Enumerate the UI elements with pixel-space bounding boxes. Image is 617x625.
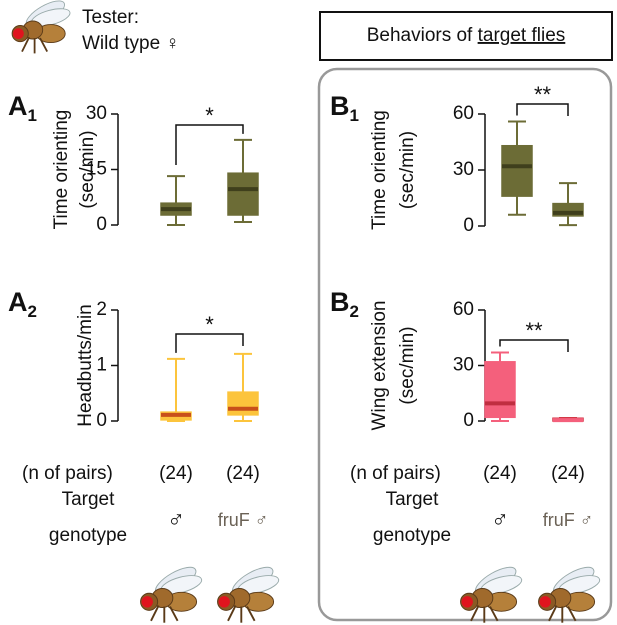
n-value: (24)	[159, 463, 193, 484]
fly-icon	[140, 566, 203, 623]
fly-leg	[567, 606, 577, 622]
genotype: fruF ♂	[218, 510, 269, 530]
n-value: (24)	[551, 463, 585, 484]
y-tick-label: 30	[86, 103, 107, 124]
fly-leg	[548, 605, 558, 622]
target-label: genotype	[49, 525, 127, 546]
panel-subscript: 2	[28, 302, 37, 321]
y-tick-label: 0	[463, 410, 474, 431]
y-tick-label: 60	[453, 299, 474, 320]
box	[501, 144, 533, 197]
significance: *	[205, 312, 214, 337]
right-panel-frame	[317, 67, 613, 622]
fly-leg	[21, 36, 31, 53]
right-title: Behaviors of target flies	[367, 25, 566, 46]
y-tick-label: 15	[86, 159, 107, 180]
fly-eye	[539, 596, 551, 608]
panel-label: A1	[8, 91, 37, 125]
y-tick-label: 60	[453, 103, 474, 124]
significance: *	[205, 103, 214, 128]
genotype: fruF ♂	[543, 510, 594, 530]
panel-letter: A	[8, 287, 28, 317]
panel-label: B2	[330, 287, 359, 321]
title-box	[319, 11, 613, 61]
genotype: ♂	[491, 506, 509, 533]
n-label: (n of pairs)	[350, 463, 441, 484]
box	[484, 361, 516, 419]
panel-subscript: 1	[28, 106, 37, 125]
fly-icon	[538, 566, 601, 623]
significance-bracket	[175, 333, 244, 353]
tester-genotype: Wild type ♀	[82, 33, 180, 54]
y-tick-label: 0	[96, 410, 107, 431]
y-tick-label: 2	[96, 299, 107, 320]
fly-leg	[150, 605, 160, 622]
fly-leg	[246, 606, 256, 622]
genotype: ♂	[167, 506, 185, 533]
box	[227, 172, 259, 216]
panel-label: A2	[8, 287, 37, 321]
y-axis-label: (sec/min)	[397, 326, 418, 404]
significance-bracket	[516, 103, 569, 116]
target-label: Target	[386, 489, 440, 510]
y-axis-label: Wing extension	[369, 301, 390, 431]
significance-bracket	[499, 339, 569, 352]
fly-leg	[489, 606, 499, 622]
y-axis-label: (sec/min)	[397, 131, 418, 209]
fly-eye	[12, 28, 24, 39]
tester-label: Tester:	[82, 7, 139, 28]
fly-eye	[218, 596, 230, 608]
target-label: genotype	[373, 525, 451, 546]
fly-eye	[461, 596, 473, 608]
significance: **	[534, 82, 552, 107]
n-label: (n of pairs)	[22, 463, 113, 484]
y-axis-label: (sec/min)	[77, 130, 98, 208]
target-label: Target	[62, 489, 116, 510]
y-tick-label: 0	[463, 215, 474, 236]
fly-icon	[217, 566, 280, 623]
y-tick-label: 1	[96, 355, 107, 376]
fly-leg	[470, 605, 480, 622]
significance: **	[525, 318, 543, 343]
panel-subscript: 1	[350, 106, 359, 125]
panel-letter: B	[330, 91, 350, 121]
panel-letter: B	[330, 287, 350, 317]
fly-leg	[227, 605, 237, 622]
n-value: (24)	[483, 463, 517, 484]
y-tick-label: 30	[453, 159, 474, 180]
y-axis-label: Time orienting	[369, 110, 390, 230]
fly-icon	[460, 566, 523, 623]
fly-leg	[39, 37, 48, 53]
panel-subscript: 2	[350, 302, 359, 321]
fly-eye	[141, 596, 153, 608]
right-title-text: Behaviors of	[367, 25, 478, 46]
y-axis-label: Time orienting	[51, 110, 72, 230]
fly-leg	[169, 606, 179, 622]
y-tick-label: 30	[453, 355, 474, 376]
y-axis-label: Headbutts/min	[75, 304, 96, 427]
box	[227, 391, 259, 416]
right-title-underlined: target flies	[478, 25, 566, 46]
n-value: (24)	[226, 463, 260, 484]
fly-icon	[11, 0, 71, 54]
panel-letter: A	[8, 91, 28, 121]
y-tick-label: 0	[96, 214, 107, 235]
panel-label: B1	[330, 91, 359, 125]
significance-bracket	[175, 124, 244, 165]
